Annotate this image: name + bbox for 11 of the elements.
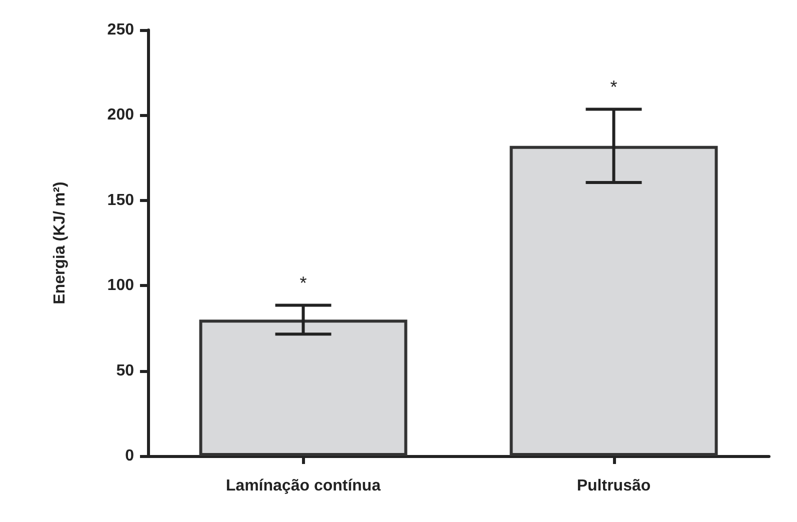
annotation: *: [300, 273, 307, 294]
y-tick-label: 100: [107, 277, 134, 294]
x-tick-label: Pultrusão: [576, 478, 651, 494]
y-tick-label: 200: [107, 106, 134, 124]
x-tick-label: Lamínação contínua: [226, 478, 381, 494]
y-tick-label: 0: [125, 448, 134, 464]
y-tick-label: 50: [116, 362, 134, 380]
y-axis-title: Energia (KJ/ m²): [52, 182, 68, 304]
y-tick-label: 150: [107, 192, 134, 209]
annotation: *: [610, 77, 618, 98]
y-tick-label: 250: [107, 22, 134, 38]
